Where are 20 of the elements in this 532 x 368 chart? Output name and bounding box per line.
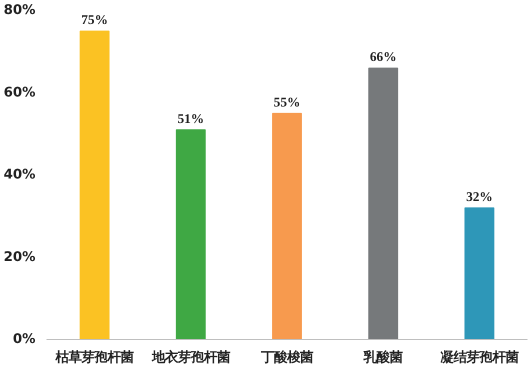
bar (368, 68, 398, 340)
data-label: 66% (370, 49, 397, 64)
y-tick-label: 60% (4, 85, 36, 100)
x-tick-label: 枯草芽孢杆菌 (54, 350, 134, 366)
y-tick-label: 20% (4, 250, 36, 265)
data-label: 75% (81, 12, 108, 28)
data-label: 51% (177, 110, 204, 126)
x-tick-label: 地衣芽孢杆菌 (150, 350, 230, 366)
y-tick-label: 40% (4, 168, 36, 182)
bar (176, 129, 206, 340)
y-tick-label: 80% (4, 3, 36, 18)
data-label: 32% (466, 188, 493, 204)
data-label: 55% (274, 94, 300, 110)
bar (464, 207, 494, 340)
x-tick-label: 丁酸梭菌 (260, 350, 313, 366)
bar (80, 30, 110, 340)
y-tick-label: 0% (12, 332, 36, 347)
bar (272, 112, 302, 340)
x-tick-label: 凝结芽孢杆菌 (440, 350, 518, 366)
x-tick-label: 乳酸菌 (362, 350, 403, 366)
